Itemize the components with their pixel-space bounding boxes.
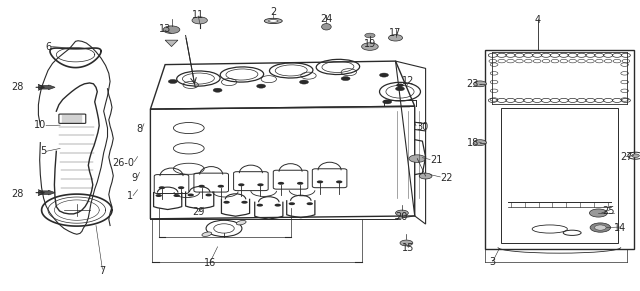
- Circle shape: [380, 73, 388, 77]
- Circle shape: [474, 140, 486, 146]
- Text: 5: 5: [40, 146, 46, 156]
- Text: 2: 2: [270, 7, 276, 17]
- Circle shape: [409, 155, 426, 162]
- Circle shape: [163, 26, 180, 33]
- Text: 30: 30: [416, 122, 428, 132]
- Circle shape: [341, 77, 350, 81]
- Text: 11: 11: [192, 10, 205, 19]
- Text: 21: 21: [430, 155, 442, 165]
- Text: 9: 9: [131, 173, 138, 182]
- Text: 22: 22: [440, 173, 453, 182]
- Circle shape: [213, 88, 222, 92]
- Circle shape: [156, 194, 162, 197]
- Text: 28: 28: [12, 189, 24, 198]
- Circle shape: [188, 194, 194, 196]
- Text: 18: 18: [467, 138, 479, 148]
- Circle shape: [595, 225, 606, 230]
- Circle shape: [192, 17, 207, 24]
- Circle shape: [178, 186, 184, 189]
- Circle shape: [173, 194, 180, 197]
- Circle shape: [388, 35, 403, 41]
- Circle shape: [278, 182, 284, 185]
- Circle shape: [223, 201, 230, 204]
- Circle shape: [257, 84, 266, 88]
- Circle shape: [383, 100, 392, 104]
- Text: 13: 13: [159, 24, 172, 34]
- Text: 15: 15: [402, 243, 415, 253]
- Circle shape: [365, 33, 375, 38]
- Text: 1: 1: [127, 191, 133, 201]
- Circle shape: [396, 210, 408, 216]
- Text: 10: 10: [34, 120, 46, 130]
- FancyArrow shape: [38, 190, 55, 195]
- Circle shape: [589, 209, 607, 217]
- Text: 24: 24: [320, 14, 333, 24]
- Circle shape: [590, 223, 611, 232]
- Circle shape: [297, 182, 303, 185]
- Circle shape: [300, 80, 308, 84]
- Text: 4: 4: [534, 15, 541, 25]
- Text: 28: 28: [12, 82, 24, 92]
- Ellipse shape: [236, 221, 246, 225]
- Text: 27: 27: [620, 152, 632, 162]
- Ellipse shape: [321, 24, 332, 30]
- Ellipse shape: [264, 18, 282, 24]
- Polygon shape: [165, 40, 178, 47]
- Circle shape: [317, 180, 323, 183]
- Text: 14: 14: [614, 223, 626, 233]
- Circle shape: [362, 43, 378, 50]
- Circle shape: [474, 81, 486, 87]
- Circle shape: [632, 154, 639, 157]
- Bar: [485, 50, 634, 249]
- Text: 23: 23: [467, 79, 479, 89]
- Text: 8: 8: [136, 125, 142, 134]
- Circle shape: [205, 194, 212, 196]
- Text: 12: 12: [402, 77, 415, 86]
- Circle shape: [289, 202, 295, 205]
- Text: 6: 6: [45, 42, 51, 52]
- Text: 7: 7: [99, 266, 106, 276]
- Circle shape: [307, 202, 313, 205]
- Circle shape: [396, 84, 404, 87]
- Ellipse shape: [202, 232, 212, 236]
- FancyArrow shape: [38, 85, 55, 90]
- Text: 19: 19: [364, 39, 376, 49]
- Bar: [501, 108, 618, 243]
- Circle shape: [257, 204, 263, 207]
- Text: 3: 3: [490, 257, 496, 267]
- Circle shape: [241, 201, 248, 204]
- Circle shape: [257, 183, 264, 186]
- Circle shape: [400, 240, 413, 246]
- Circle shape: [198, 185, 205, 188]
- Circle shape: [336, 180, 342, 183]
- Text: 16: 16: [204, 258, 216, 268]
- Circle shape: [238, 183, 244, 186]
- Circle shape: [275, 204, 281, 207]
- Text: 25: 25: [602, 206, 614, 216]
- Circle shape: [218, 185, 224, 188]
- Ellipse shape: [269, 20, 278, 22]
- Circle shape: [159, 186, 165, 189]
- Text: 20: 20: [396, 212, 408, 222]
- Text: 29: 29: [192, 207, 205, 217]
- Text: 17: 17: [389, 29, 402, 38]
- Circle shape: [419, 173, 432, 179]
- Text: 26-0: 26-0: [113, 158, 134, 168]
- Circle shape: [396, 87, 404, 91]
- Circle shape: [168, 79, 177, 84]
